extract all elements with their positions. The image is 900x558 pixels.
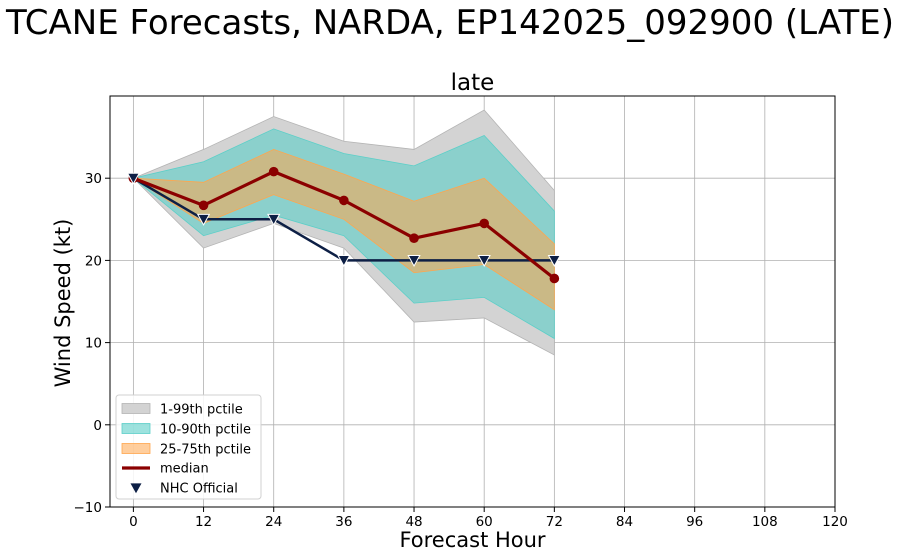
legend: 1-99th pctile 10-90th pctile 25-75th pctil… — [115, 394, 262, 500]
y-tick-label: 0 — [93, 418, 102, 434]
x-tick-label: 96 — [686, 514, 703, 530]
median-point — [268, 166, 279, 177]
axis-ticks: 0 12 24 36 48 60 72 84 96 108 120 −10 0 10 20 30 — [74, 171, 848, 530]
figure-title: TCANE Forecasts, NARDA, EP142025_092900 … — [5, 3, 894, 43]
axes-frame — [109, 95, 836, 508]
legend-label: 25-75th pctile — [160, 443, 251, 458]
nhc-official-point — [337, 254, 351, 267]
plot-area — [126, 109, 562, 356]
legend-swatch-1 — [121, 403, 151, 414]
y-axis-label: Wind Speed (kt) — [51, 219, 75, 388]
y-tick-label: 10 — [85, 336, 102, 352]
y-tick-label: 30 — [85, 171, 102, 187]
legend-label: median — [160, 462, 209, 477]
y-tick-label: 20 — [85, 253, 102, 269]
x-axis-label: Forecast Hour — [399, 528, 545, 552]
x-tick-label: 12 — [195, 514, 212, 530]
x-tick-label: 60 — [476, 514, 493, 530]
x-tick-label: 120 — [822, 514, 848, 530]
legend-box — [115, 394, 262, 500]
x-tick-label: 72 — [546, 514, 563, 530]
x-tick-label: 0 — [129, 514, 138, 530]
median-point — [549, 273, 560, 284]
median-point — [409, 233, 419, 244]
legend-swatch-nhc — [130, 483, 142, 494]
legend-swatch-3 — [121, 443, 151, 454]
median-point — [339, 195, 349, 206]
nhc-official-point — [547, 254, 562, 267]
nhc-official-point — [196, 213, 211, 226]
legend-label: 10-90th pctile — [160, 423, 251, 438]
x-tick-label: 36 — [335, 514, 352, 530]
x-tick-label: 48 — [405, 514, 422, 530]
axes-title: late — [451, 70, 495, 96]
nhc-official-point — [477, 254, 491, 267]
legend-swatch-2 — [121, 423, 151, 434]
nhc-official-point — [267, 213, 281, 226]
x-tick-label: 24 — [265, 514, 282, 530]
x-tick-label: 84 — [616, 514, 633, 530]
median-point — [198, 200, 209, 211]
y-tick-label: −10 — [74, 500, 103, 516]
median-point — [479, 218, 489, 229]
legend-label: 1-99th pctile — [160, 403, 243, 418]
legend-label: NHC Official — [160, 482, 238, 497]
x-tick-label: 108 — [752, 514, 778, 530]
nhc-official-point — [407, 254, 421, 267]
nhc-official-point — [126, 172, 141, 185]
